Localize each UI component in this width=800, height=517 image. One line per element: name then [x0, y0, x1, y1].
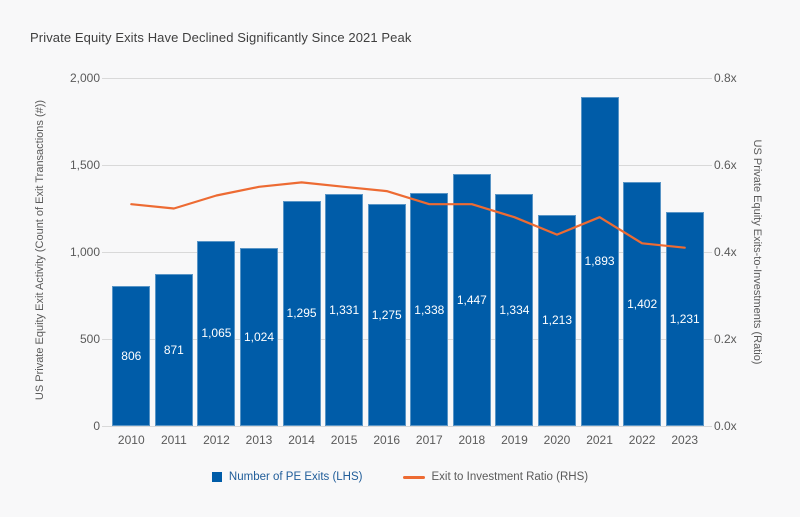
axis-tick-label: 0.8x: [714, 71, 737, 85]
x-axis-label-2018: 2018: [458, 433, 486, 447]
axis-tick-label: 2,000: [69, 71, 100, 85]
axis-tick-label: 0.6x: [714, 158, 737, 172]
bar-value-label: 1,231: [669, 311, 700, 326]
axis-tick-label: 1,000: [69, 245, 100, 259]
x-axis-label-2015: 2015: [330, 433, 358, 447]
legend-item-pe-exits: Number of PE Exits (LHS): [211, 471, 363, 483]
bar-2021: 1,893: [580, 96, 619, 426]
bar-value-label: 1,065: [201, 326, 232, 341]
x-axis-label-2016: 2016: [373, 433, 401, 447]
bar-2010: 806: [112, 285, 151, 426]
exit-ratio-line: [130, 181, 686, 249]
bar-2014: 1,295: [282, 200, 321, 426]
gridline: [102, 252, 712, 253]
plot-area: 806 871 1,065 1,024 1,295 1,331 1,275 1,338 1,44…: [110, 78, 706, 426]
x-axis-label-2017: 2017: [415, 433, 443, 447]
chart-title: Private Equity Exits Have Declined Signi…: [30, 30, 412, 45]
bar-value-label: 1,331: [329, 303, 360, 318]
x-axis-label-2021: 2021: [586, 433, 613, 447]
axis-tick-label: 0.2x: [714, 332, 737, 346]
bar-value-label: 1,893: [584, 254, 615, 269]
bar-value-label: 1,295: [286, 306, 317, 321]
ratio-line-series: [130, 181, 686, 249]
bar-value-label: 1,275: [371, 308, 402, 323]
x-axis-label-2019: 2019: [501, 433, 528, 447]
x-axis-label-2010: 2010: [117, 433, 145, 447]
x-axis-label-2012: 2012: [203, 433, 230, 447]
x-axis-label-2014: 2014: [288, 433, 315, 447]
legend-label: Number of PE Exits (LHS): [228, 471, 363, 483]
bar-2016: 1,275: [367, 204, 406, 426]
x-axis-label-2020: 2020: [543, 433, 571, 447]
legend-label: Exit to Investment Ratio (RHS): [431, 471, 589, 483]
gridline: [102, 165, 712, 166]
bar-value-label: 1,213: [541, 313, 573, 328]
bar-value-label: 1,334: [499, 302, 530, 317]
x-axis-label-2022: 2022: [628, 433, 656, 447]
bar-value-label: 1,447: [456, 293, 487, 308]
bar-2020: 1,213: [538, 214, 576, 426]
x-axis-label-2011: 2011: [160, 433, 187, 447]
bar-value-label: 1,024: [243, 329, 275, 344]
line-legend-swatch-icon: [402, 475, 425, 479]
bar-2022: 1,402: [623, 182, 662, 426]
bar-legend-swatch-icon: [211, 472, 222, 482]
bar-2012: 1,065: [197, 240, 236, 426]
gridline: [102, 78, 712, 79]
bar-2019: 1,334: [495, 193, 534, 426]
bar-value-label: 806: [121, 348, 142, 363]
legend: Number of PE Exits (LHS) Exit to Investm…: [0, 471, 800, 483]
bar-2018: 1,447: [452, 174, 491, 426]
axis-tick-label: 0.0x: [714, 419, 737, 433]
x-axis-label-2023: 2023: [671, 433, 699, 447]
gridline: [102, 339, 712, 340]
bar-2017: 1,338: [410, 193, 449, 426]
bar-value-label: 1,338: [414, 302, 445, 317]
bar-value-label: 871: [163, 343, 184, 358]
bar-2011: 871: [154, 274, 193, 426]
axis-tick-label: 0.4x: [714, 245, 737, 259]
bar-value-label: 1,402: [627, 297, 658, 312]
x-axis-label-2013: 2013: [245, 433, 273, 447]
axis-tick-label: 1,500: [69, 158, 100, 172]
axis-tick-label: 0: [93, 419, 100, 433]
gridlines: [102, 78, 712, 427]
gridline: [102, 426, 712, 427]
axis-tick-label: 500: [79, 332, 100, 346]
bar-2015: 1,331: [325, 194, 364, 426]
legend-item-exit-ratio: Exit to Investment Ratio (RHS): [402, 471, 589, 483]
bar-2013: 1,024: [240, 247, 278, 426]
